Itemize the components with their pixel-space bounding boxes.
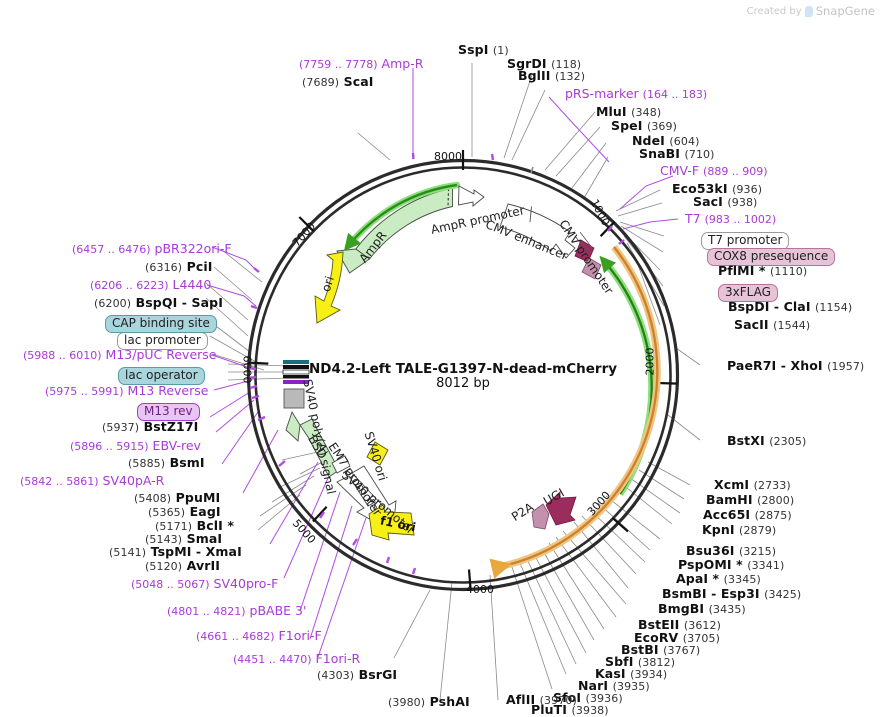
feature-sv40-polya-signal [282, 360, 310, 409]
enzyme-label-kasi: KasI (3934) [595, 666, 668, 681]
primer-label-f1ori-f: (4661 .. 4682) F1ori-F [196, 628, 322, 643]
primer-label-ebv-rev: (5896 .. 5915) EBV-rev [70, 438, 201, 453]
primer-label-pbr322ori-f: (6457 .. 6476) pBR322ori-F [72, 241, 232, 256]
primer-label-t7: T7 (983 .. 1002) [685, 211, 777, 226]
enzyme-label-kpni: KpnI (2879) [702, 522, 777, 537]
enzyme-label-spei: SpeI (369) [611, 118, 678, 133]
primer-label-amp-r: (7759 .. 7778) Amp-R [299, 56, 424, 71]
feature-ugi [545, 491, 577, 526]
enzyme-label-bstxi: BstXI (2305) [727, 433, 807, 448]
enzyme-label-pcii: (6316) PciI [145, 259, 213, 274]
enzyme-label-bspdi-clai: BspDI - ClaI (1154) [728, 299, 853, 314]
enzyme-label-paer7i-xhoi: PaeR7I - XhoI (1957) [727, 358, 865, 373]
enzyme-label-bmgbi: BmgBI (3435) [658, 601, 746, 616]
enzyme-label-avrii: (5120) AvrII [145, 558, 220, 573]
watermark: Created by SnapGene [747, 4, 875, 18]
feature-box-m13-rev: M13 rev [137, 400, 200, 422]
enzyme-label-tspmi-xmai: (5141) TspMI - XmaI [109, 544, 242, 559]
feature-box-cap-binding-site: CAP binding site [105, 312, 217, 334]
enzyme-label-snabi: SnaBI (710) [639, 146, 715, 161]
enzyme-label-bstbi: BstBI (3767) [621, 642, 701, 657]
enzyme-label-bsu36i: Bsu36I (3215) [686, 543, 777, 558]
enzyme-label-xcmi: XcmI (2733) [714, 477, 791, 492]
feature-ori [314, 251, 344, 324]
primer-label-pbabe3: (4801 .. 4821) pBABE 3' [167, 603, 307, 618]
enzyme-label-ecorv: EcoRV (3705) [634, 630, 720, 645]
enzyme-label-aflii: AflII (3970) [506, 692, 577, 707]
plasmid-size: 8012 bp [436, 376, 490, 391]
enzyme-label-pshai: (3980) PshAI [388, 694, 470, 709]
enzyme-label-bamhi: BamHI (2800) [706, 492, 795, 507]
enzyme-label-bspqi-sapi: (6200) BspQI - SapI [94, 295, 223, 310]
feature-ampr [336, 181, 461, 274]
enzyme-label-acc65i: Acc65I (2875) [703, 507, 792, 522]
enzyme-label-bglii: BglII (132) [518, 68, 586, 83]
feature-f1-ori [368, 504, 415, 541]
enzyme-label-bstz17i: (5937) BstZ17I [102, 419, 199, 434]
feature-orange-arc [489, 244, 661, 579]
plasmid-title: ND4.2-Left TALE-G1397-N-dead-mCherry [308, 361, 618, 377]
enzyme-label-nari: NarI (3935) [578, 678, 650, 693]
ruler-label-6000: 6000 [240, 355, 254, 384]
enzyme-label-ppumi: (5408) PpuMI [134, 490, 221, 505]
primer-label-sv40pro-f: (5048 .. 5067) SV40pro-F [131, 576, 279, 591]
watermark-prefix: Created by [746, 5, 802, 17]
ruler-label-2000: 2000 [643, 347, 657, 376]
primer-label-m13-reverse: (5975 .. 5991) M13 Reverse [45, 383, 209, 398]
enzyme-label-pspomi: PspOMI * (3341) [678, 557, 785, 572]
watermark-brand: SnapGene [815, 4, 875, 18]
backbone-feature-ticks [248, 152, 625, 575]
primer-label-cmv-f: CMV-F (889 .. 909) [660, 163, 768, 178]
feature-box-lac-operator: lac operator [118, 364, 205, 386]
enzyme-label-smai: (5143) SmaI [145, 531, 223, 546]
primer-label-l4440: (6206 .. 6223) L4440 [90, 277, 212, 292]
enzyme-label-bsmbi-esp3i: BsmBI - Esp3I (3425) [662, 586, 802, 601]
leader-lines-enzyme [205, 63, 701, 701]
enzyme-label-mlui: MluI (348) [596, 104, 662, 119]
ruler-label-4000: 4000 [466, 583, 494, 596]
ruler-label-8000: 8000 [434, 150, 462, 163]
enzyme-label-sfoi: SfoI (3936) [553, 690, 623, 705]
enzyme-label-bcli: (5171) BclI * [155, 518, 235, 533]
feature-cmv-promoter [574, 231, 602, 280]
feature-cmv-enhancer [499, 203, 576, 259]
enzyme-label-apai: ApaI * (3345) [676, 571, 761, 586]
snapgene-logo-icon [804, 5, 813, 17]
enzyme-label-sacii: SacII (1544) [734, 317, 811, 332]
enzyme-label-ndei: NdeI (604) [632, 133, 700, 148]
feature-box-cox8-presequence: COX8 presequence [707, 245, 836, 267]
primer-label-f1ori-r: (4451 .. 4470) F1ori-R [233, 651, 361, 666]
enzyme-label-sbfi: SbfI (3812) [605, 654, 676, 669]
feature-box-3xflag: 3xFLAG [718, 281, 778, 303]
ruler-ticks [248, 150, 678, 590]
primer-label-prs-marker: pRS-marker (164 .. 183) [565, 86, 708, 101]
enzyme-label-bsrgi: (4303) BsrGI [317, 667, 398, 682]
feature-ampr-promoter [458, 185, 485, 207]
feature-p2a [531, 503, 550, 530]
enzyme-label-bsmi: (5885) BsmI [128, 455, 205, 470]
enzyme-label-eco53ki: Eco53kI (936) [672, 181, 763, 196]
enzyme-label-sgrdi: SgrDI (118) [507, 56, 582, 71]
enzyme-label-pluti: PluTI (3938) [531, 702, 609, 717]
feature-sv40-ori [366, 441, 389, 466]
primer-label-m13-puc-reverse: (5988 .. 6010) M13/pUC Reverse [23, 347, 217, 362]
feature-bsd [285, 410, 351, 478]
enzyme-label-saci: SacI (938) [693, 194, 758, 209]
enzyme-label-pflmi: PflMI * (1110) [718, 263, 808, 278]
primer-label-sv40pa-r: (5842 .. 5861) SV40pA-R [20, 473, 165, 488]
enzyme-label-bsteii: BstEII (3612) [638, 617, 722, 632]
enzyme-label-scai: (7689) ScaI [302, 74, 374, 89]
enzyme-label-sspi: SspI (1) [458, 42, 509, 57]
enzyme-label-eagi: (5365) EagI [148, 504, 221, 519]
